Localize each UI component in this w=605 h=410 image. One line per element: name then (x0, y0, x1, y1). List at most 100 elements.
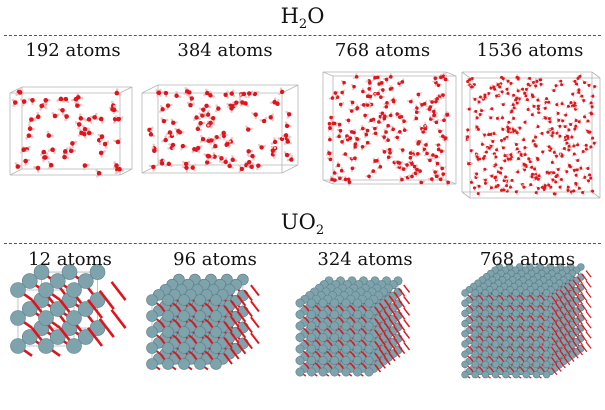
uranium-atom (471, 350, 479, 358)
uo-bond (229, 315, 240, 328)
water-molecule (195, 124, 203, 132)
water-molecule (570, 142, 576, 148)
water-molecule (203, 88, 210, 97)
water-molecule (363, 131, 369, 139)
water-molecule (510, 101, 515, 107)
uranium-atom (162, 358, 174, 370)
water-molecule (560, 118, 566, 123)
uranium-atom (146, 294, 158, 306)
water-molecule (550, 159, 556, 165)
water-molecule (27, 123, 35, 132)
water-molecule (526, 76, 532, 82)
uranium-atom (502, 360, 510, 369)
water-molecule (482, 177, 488, 182)
uranium-atom (512, 350, 520, 358)
water-molecule (546, 129, 551, 135)
uo-bond (585, 290, 592, 298)
uranium-atom (61, 264, 78, 280)
uranium-atom (522, 309, 530, 318)
water-molecule (399, 176, 404, 183)
water-molecule (551, 171, 557, 176)
water-molecule (350, 83, 356, 91)
uranium-atom (295, 367, 305, 377)
uranium-atom (522, 340, 530, 348)
uo-bond (378, 314, 386, 323)
water-molecule (493, 154, 498, 160)
uranium-atom (352, 344, 362, 354)
water-molecule (223, 90, 229, 99)
water-molecule (578, 94, 585, 99)
water-molecule (39, 103, 47, 111)
water-molecule (371, 131, 379, 137)
water-molecule (377, 118, 383, 125)
water-molecule (539, 184, 544, 189)
water-molecule (554, 84, 560, 89)
uo-bond (581, 283, 588, 291)
water-molecule (554, 178, 559, 184)
uranium-atom (49, 301, 66, 317)
water-molecule (500, 101, 506, 107)
water-molecule (491, 84, 497, 89)
water-molecule (588, 101, 594, 106)
water-molecule (158, 104, 165, 113)
uranium-atom (471, 309, 479, 318)
water-molecule (375, 157, 380, 164)
uo-bond (229, 331, 240, 344)
uranium-atom (194, 342, 206, 354)
water-molecule (86, 128, 95, 136)
uranium-atom (352, 309, 362, 319)
water-molecule (199, 134, 206, 144)
uranium-atom (364, 344, 374, 354)
water-molecule (195, 145, 203, 153)
water-molecule (505, 86, 510, 93)
water-molecule (536, 96, 541, 103)
uo-bond (383, 333, 391, 343)
water-molecule (328, 135, 334, 142)
water-molecule (586, 82, 592, 87)
water-molecule (278, 87, 285, 96)
water-molecule (574, 172, 579, 178)
water-molecule (238, 98, 245, 107)
water-molecule (505, 134, 510, 141)
water-molecule (478, 113, 484, 118)
uo-bond (393, 326, 401, 335)
water-molecule (348, 108, 356, 113)
uranium-atom (542, 330, 551, 338)
uranium-atom (491, 360, 500, 369)
water-molecule (365, 174, 371, 181)
water-molecule (502, 186, 508, 192)
water-molecule (225, 140, 232, 149)
water-molecule (211, 141, 218, 150)
uo-bond (393, 303, 401, 312)
uranium-atom (352, 367, 362, 377)
water-molecule (558, 184, 563, 191)
uranium-atom (194, 294, 206, 306)
water-molecule (89, 112, 98, 120)
uo-bond (243, 321, 253, 334)
uranium-atom (306, 355, 316, 365)
water-molecule (576, 76, 582, 82)
water-molecule (11, 98, 18, 108)
water-molecule (466, 78, 472, 83)
uranium-atom (352, 298, 362, 308)
water-molecule (552, 149, 558, 155)
uranium-atom (502, 299, 510, 307)
water-molecule (541, 150, 546, 156)
water-molecule (61, 96, 70, 104)
uranium-atom (522, 330, 530, 338)
water-molecule (165, 103, 173, 111)
panel-label-h2o-768: 768 atoms (334, 40, 431, 61)
water-molecule (82, 163, 90, 171)
water-molecule (533, 174, 538, 181)
water-molecule (15, 87, 23, 96)
water-molecule (210, 152, 217, 160)
water-molecule (434, 160, 440, 168)
uo-bond (581, 303, 588, 312)
uo-bond (585, 341, 592, 349)
water-molecule (84, 117, 93, 124)
water-molecule (391, 98, 398, 106)
water-molecule (514, 168, 520, 174)
uo-bond (388, 295, 396, 304)
water-molecule (562, 112, 568, 117)
water-molecule (514, 189, 520, 195)
